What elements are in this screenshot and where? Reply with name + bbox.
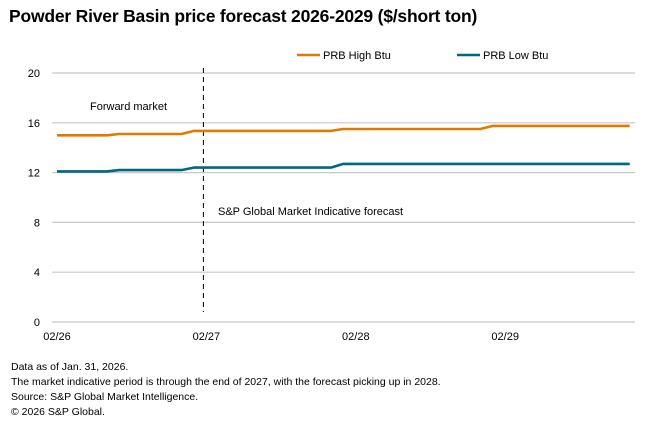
y-tick-label: 20: [28, 68, 40, 80]
y-tick-label: 0: [34, 317, 40, 329]
footnote-data-date: Data as of Jan. 31, 2026.: [11, 361, 129, 373]
legend-label: PRB Low Btu: [483, 50, 548, 62]
y-tick-label: 8: [34, 217, 40, 229]
footnote-period: The market indicative period is through …: [11, 376, 441, 388]
annotation-forward-market: Forward market: [90, 101, 167, 113]
x-tick-label: 02/29: [491, 331, 519, 343]
legend-label: PRB High Btu: [323, 50, 391, 62]
x-tick-label: 02/26: [43, 331, 71, 343]
series-line-low-btu: [57, 162, 630, 173]
y-tick-label: 12: [28, 168, 40, 180]
footnote-source: Source: S&P Global Market Intelligence.: [11, 391, 199, 403]
footnote-copyright: © 2026 S&P Global.: [11, 406, 105, 418]
y-tick-label: 4: [34, 267, 40, 279]
series-line-high-btu: [57, 124, 630, 137]
chart-title: Powder River Basin price forecast 2026-2…: [9, 6, 478, 26]
x-tick-label: 02/28: [342, 331, 370, 343]
x-tick-label: 02/27: [193, 331, 221, 343]
annotation-indicative-forecast: S&P Global Market Indicative forecast: [218, 206, 403, 218]
y-tick-label: 16: [28, 118, 40, 130]
